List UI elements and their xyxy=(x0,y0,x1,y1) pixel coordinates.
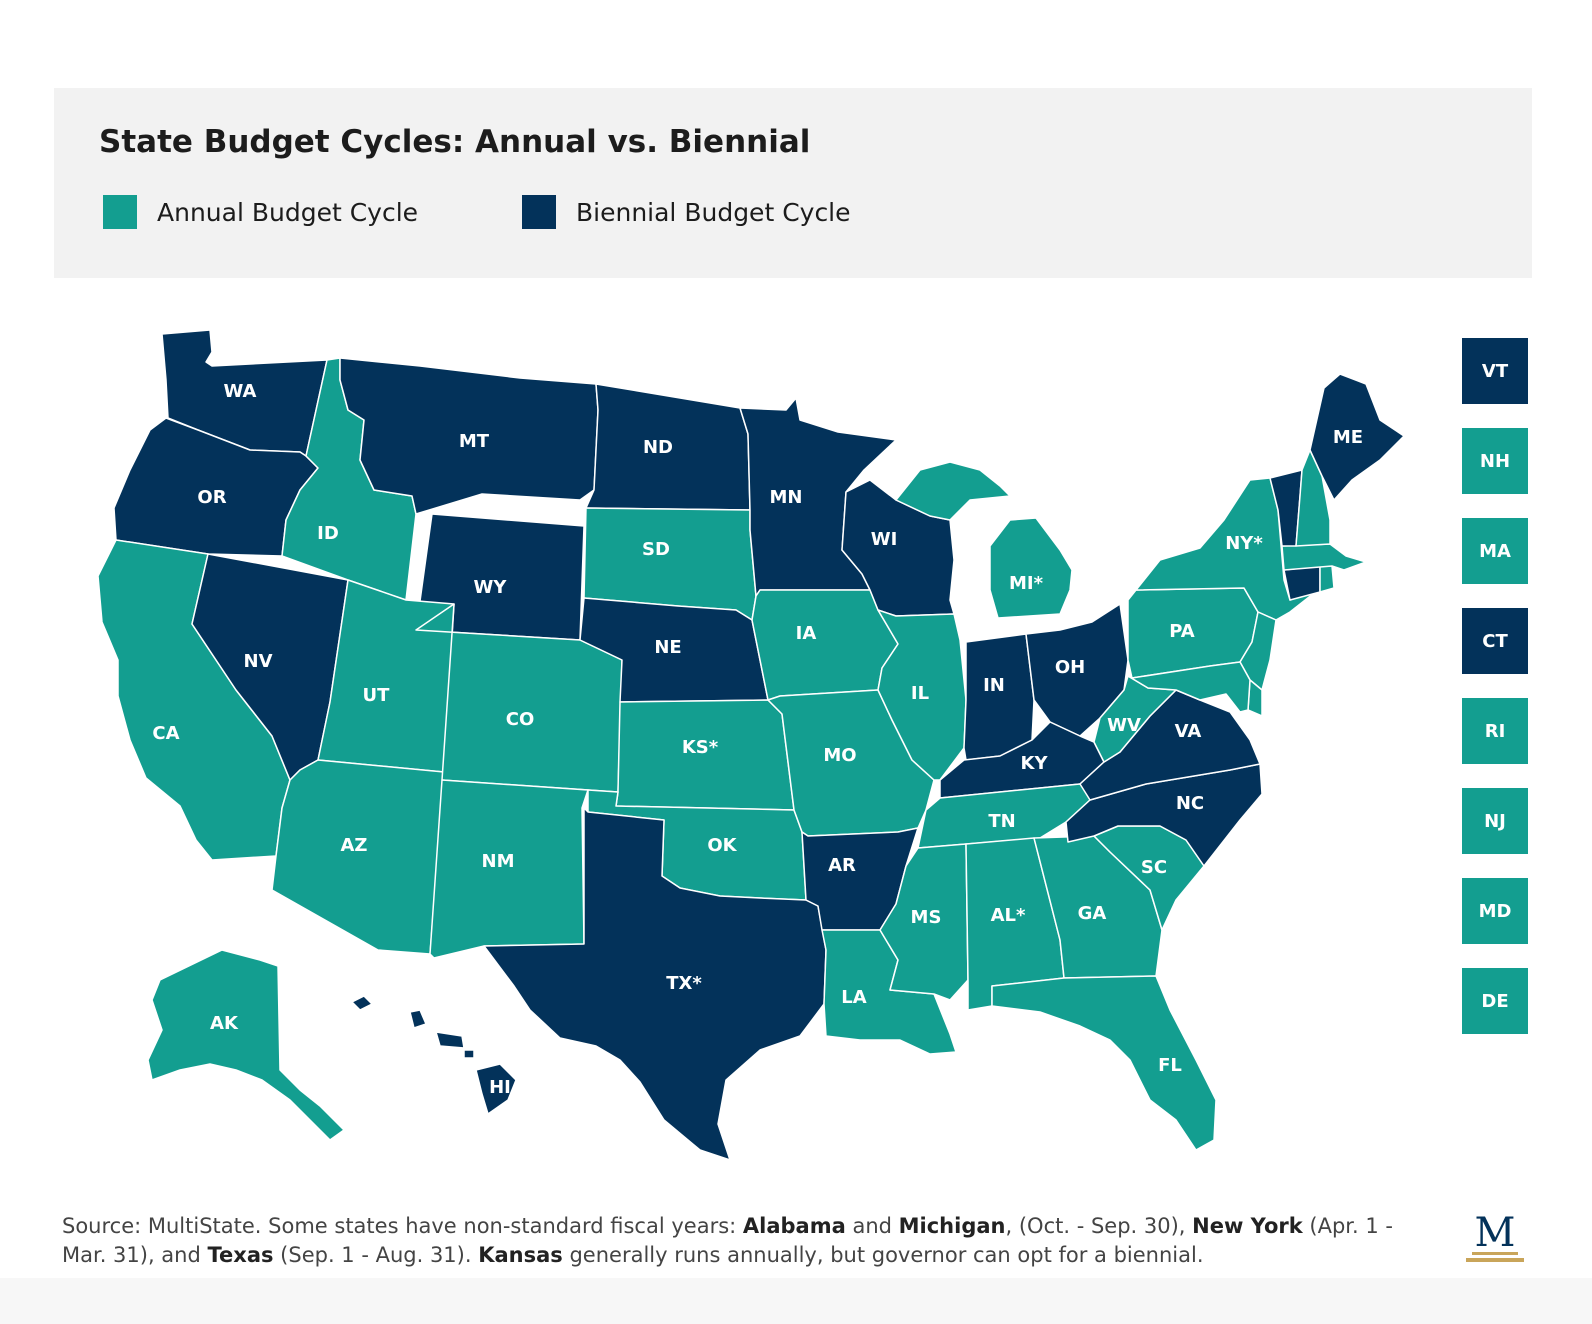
ne-box-label: CT xyxy=(1482,630,1508,652)
state-ak[interactable] xyxy=(147,949,345,1141)
footer-texas: Texas xyxy=(207,1243,274,1267)
state-label-wy: WY xyxy=(474,577,508,598)
state-label-wv: WV xyxy=(1107,715,1141,736)
state-label-ca: CA xyxy=(152,723,179,744)
state-label-al: AL* xyxy=(991,905,1026,926)
footer-alabama: Alabama xyxy=(742,1214,846,1238)
multistate-logo: M xyxy=(1466,1212,1524,1262)
header-panel: State Budget Cycles: Annual vs. Biennial… xyxy=(54,88,1532,278)
state-label-nd: ND xyxy=(643,437,673,458)
legend-biennial-swatch xyxy=(522,195,556,229)
state-label-nc: NC xyxy=(1176,793,1204,814)
state-label-va: VA xyxy=(1175,721,1202,742)
legend-annual: Annual Budget Cycle xyxy=(103,195,418,229)
state-label-mo: MO xyxy=(823,745,856,766)
footer-text: generally runs annually, but governor ca… xyxy=(562,1243,1204,1267)
state-mi[interactable] xyxy=(895,461,1073,619)
ne-box-label: RI xyxy=(1484,720,1506,742)
state-ms[interactable] xyxy=(879,843,969,1001)
state-label-co: CO xyxy=(506,709,535,730)
state-label-me: ME xyxy=(1333,427,1363,448)
bottom-strip xyxy=(0,1278,1592,1324)
footer-text: (Sep. 1 - Aug. 31). xyxy=(273,1243,479,1267)
footer-new-york: New York xyxy=(1192,1214,1303,1238)
ne-box-md[interactable]: MD xyxy=(1462,878,1528,944)
state-fl[interactable] xyxy=(991,975,1217,1151)
footer-text: , (Oct. - Sep. 30), xyxy=(1005,1214,1193,1238)
ne-box-ma[interactable]: MA xyxy=(1462,518,1528,584)
legend-annual-swatch xyxy=(103,195,137,229)
state-hi[interactable] xyxy=(351,995,517,1115)
ne-box-label: NH xyxy=(1479,450,1511,472)
state-label-ga: GA xyxy=(1078,903,1107,924)
legend-annual-label: Annual Budget Cycle xyxy=(157,197,419,227)
ne-box-label: DE xyxy=(1481,990,1509,1012)
footer-text: Source: MultiState. Some states have non… xyxy=(62,1214,743,1238)
state-label-or: OR xyxy=(197,487,226,508)
state-ma[interactable] xyxy=(1281,543,1367,571)
state-label-id: ID xyxy=(317,523,339,544)
ne-box-ri[interactable]: RI xyxy=(1462,698,1528,764)
state-label-ia: IA xyxy=(796,623,817,644)
legend-biennial: Biennial Budget Cycle xyxy=(522,195,851,229)
state-label-ks: KS* xyxy=(682,737,719,758)
state-label-tx: TX* xyxy=(666,973,702,994)
ne-box-label: MA xyxy=(1479,540,1511,562)
ne-box-label: NJ xyxy=(1484,810,1506,832)
state-label-wa: WA xyxy=(224,381,257,402)
state-label-ar: AR xyxy=(828,855,856,876)
ne-box-ct[interactable]: CT xyxy=(1462,608,1528,674)
state-label-wi: WI xyxy=(871,529,898,550)
ne-box-nj[interactable]: NJ xyxy=(1462,788,1528,854)
ne-box-label: VT xyxy=(1481,360,1509,382)
ne-box-nh[interactable]: NH xyxy=(1462,428,1528,494)
us-map: WA OR CA NV ID MT WY UT AZ CO NM ND SD N… xyxy=(97,329,1405,1161)
state-label-ok: OK xyxy=(707,835,737,856)
state-label-mt: MT xyxy=(459,431,490,452)
state-label-pa: PA xyxy=(1169,621,1195,642)
ne-box-de[interactable]: DE xyxy=(1462,968,1528,1034)
state-label-sc: SC xyxy=(1141,857,1167,878)
footer-kansas: Kansas xyxy=(478,1243,563,1267)
state-label-ut: UT xyxy=(363,685,391,706)
source-note: Source: MultiState. Some states have non… xyxy=(62,1212,1422,1270)
legend-biennial-label: Biennial Budget Cycle xyxy=(576,197,851,227)
state-ri[interactable] xyxy=(1319,565,1335,593)
state-il[interactable] xyxy=(877,609,967,781)
footer-michigan: Michigan xyxy=(898,1214,1006,1238)
footer-text: and xyxy=(845,1214,899,1238)
state-label-la: LA xyxy=(841,987,866,1008)
state-label-ny: NY* xyxy=(1225,533,1263,554)
state-label-nv: NV xyxy=(244,651,273,672)
state-label-ky: KY xyxy=(1021,753,1049,774)
state-az[interactable] xyxy=(271,759,445,955)
state-md[interactable] xyxy=(1127,661,1251,713)
state-label-tn: TN xyxy=(988,811,1015,832)
footer-text: (Apr. 1 - Mar. 31), and xyxy=(62,1214,1393,1267)
state-label-mi: MI* xyxy=(1009,573,1044,594)
state-label-ms: MS xyxy=(911,907,942,928)
state-label-mn: MN xyxy=(770,487,803,508)
state-me[interactable] xyxy=(1309,373,1405,501)
state-label-oh: OH xyxy=(1055,657,1085,678)
state-label-ne: NE xyxy=(654,637,681,658)
state-label-sd: SD xyxy=(642,539,670,560)
ne-box-label: MD xyxy=(1478,900,1512,922)
state-label-hi: HI xyxy=(489,1077,511,1098)
state-mt[interactable] xyxy=(339,357,599,515)
map-title: State Budget Cycles: Annual vs. Biennial xyxy=(99,124,811,160)
ne-box-vt[interactable]: VT xyxy=(1462,338,1528,404)
state-ct[interactable] xyxy=(1283,565,1321,601)
state-label-il: IL xyxy=(911,683,929,704)
logo-bar xyxy=(1472,1252,1518,1255)
state-label-az: AZ xyxy=(341,835,368,856)
state-label-ak: AK xyxy=(210,1013,239,1034)
state-tx[interactable] xyxy=(483,807,827,1161)
state-in[interactable] xyxy=(963,633,1035,761)
state-label-nm: NM xyxy=(482,851,515,872)
state-label-fl: FL xyxy=(1158,1055,1182,1076)
logo-base xyxy=(1466,1258,1524,1262)
state-label-in: IN xyxy=(983,675,1005,696)
logo-letter: M xyxy=(1475,1212,1516,1256)
